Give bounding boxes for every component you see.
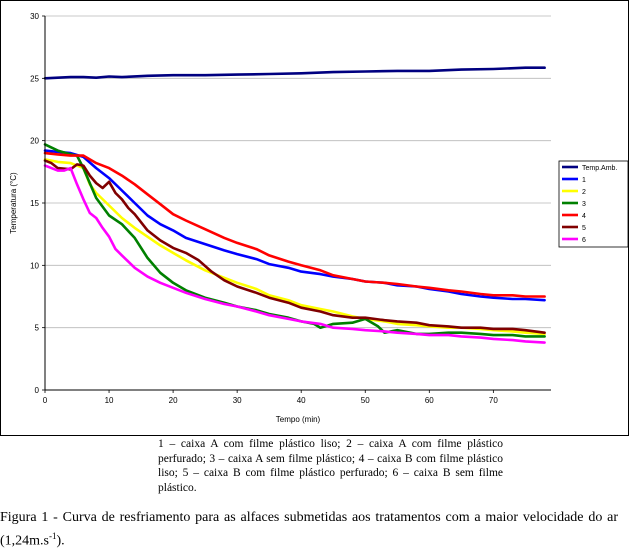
y-tick-label-20: 20 (30, 137, 39, 146)
y-axis-label: Temperatura (°C) (9, 172, 18, 234)
x-tick-label-50: 50 (361, 396, 370, 405)
x-tick-label-40: 40 (297, 396, 306, 405)
series-lines (43, 66, 546, 344)
treatment-legend-caption: 1 – caixa A com filme plástico liso; 2 –… (158, 437, 503, 495)
series-line-5 (43, 159, 546, 335)
x-axis-label: Tempo (min) (276, 415, 321, 424)
figure-caption-main: Figura 1 - Curva de resfriamento para as… (0, 510, 618, 549)
legend-label-2: 2 (582, 189, 586, 196)
x-tick-label-10: 10 (105, 396, 114, 405)
legend-label-5: 5 (582, 225, 586, 232)
series-line-temp-amb (43, 66, 546, 80)
figure-caption-end: ). (56, 533, 65, 549)
series-line-1 (43, 149, 546, 302)
x-tick-labels: 0 10 20 30 40 50 60 70 (43, 390, 498, 405)
x-tick-label-60: 60 (425, 396, 434, 405)
figure-caption-superscript: -1 (49, 531, 57, 541)
y-tick-label-25: 25 (30, 74, 39, 83)
figure-caption: Figura 1 - Curva de resfriamento para as… (0, 508, 618, 551)
y-tick-labels: 0 5 10 15 20 25 30 (30, 12, 45, 395)
y-tick-label-15: 15 (30, 199, 39, 208)
y-tick-label-10: 10 (30, 261, 39, 270)
treatment-legend-text: 1 – caixa A com filme plástico liso; 2 –… (158, 438, 503, 494)
legend: Temp.Amb. 1 2 3 4 5 6 (558, 160, 629, 248)
y-tick-label-0: 0 (35, 386, 40, 395)
x-tick-label-0: 0 (43, 396, 48, 405)
x-tick-label-30: 30 (233, 396, 242, 405)
legend-label-4: 4 (582, 213, 586, 220)
legend-label-1: 1 (582, 177, 586, 184)
x-tick-label-70: 70 (489, 396, 498, 405)
legend-label-6: 6 (582, 237, 586, 244)
legend-label-3: 3 (582, 201, 586, 208)
series-line-4 (43, 151, 546, 298)
legend-label-temp-amb: Temp.Amb. (582, 165, 617, 172)
figure-caption-text: Figura 1 - Curva de resfriamento para as… (0, 508, 618, 551)
x-tick-label-20: 20 (169, 396, 178, 405)
series-line-6 (43, 164, 546, 344)
y-tick-label-30: 30 (30, 12, 39, 21)
y-tick-label-5: 5 (35, 324, 40, 333)
legend-entries: Temp.Amb. 1 2 3 4 5 6 (562, 165, 617, 244)
